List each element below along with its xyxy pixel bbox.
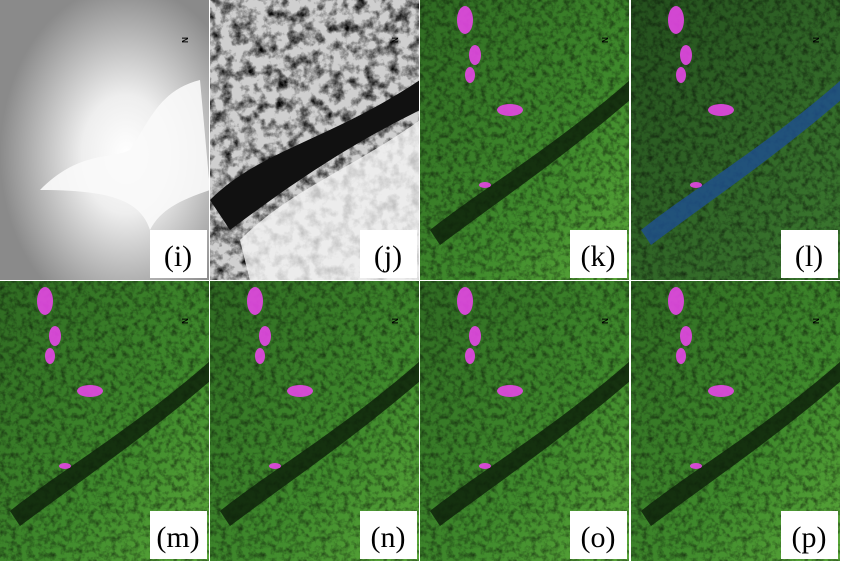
panel-label: (l) [795, 240, 823, 273]
patch [59, 463, 71, 469]
patch [255, 348, 265, 364]
patch [247, 287, 263, 315]
panel: N (n) [210, 281, 420, 562]
patch [668, 287, 684, 315]
panel: N (p) [631, 281, 841, 562]
north-arrow: N [391, 318, 400, 324]
patch [457, 6, 473, 34]
patch [497, 385, 523, 397]
patch [259, 326, 271, 346]
panel-label: (n) [371, 521, 406, 554]
panel-label: (o) [581, 521, 616, 554]
figure: N (i) N (j) N (k) N (l) N (m) N (n) N (o) N (p) [0, 0, 841, 562]
patch [77, 385, 103, 397]
panel: N (m) [0, 281, 210, 562]
patch [680, 45, 692, 65]
panel: N (o) [420, 281, 630, 562]
patch [465, 67, 475, 83]
patch [676, 67, 686, 83]
panel: N (k) [420, 0, 630, 281]
page: N(i)N(j)N(k)N(l)N(m)N(n)N(o)N(p) (() => … [0, 0, 841, 562]
panel: N (j) [210, 0, 420, 281]
panel-label: (p) [792, 521, 827, 554]
panel: N (l) [631, 0, 841, 281]
panel-label: (m) [156, 521, 199, 554]
north-arrow: N [391, 37, 400, 43]
panel-label: (j) [374, 240, 402, 273]
patch [708, 385, 734, 397]
patch [287, 385, 313, 397]
patch [676, 348, 686, 364]
patch [680, 326, 692, 346]
patch [668, 6, 684, 34]
patch [469, 326, 481, 346]
panel-label: (i) [164, 240, 192, 273]
patch [690, 182, 702, 188]
patch [49, 326, 61, 346]
patch [690, 463, 702, 469]
north-arrow: N [601, 318, 610, 324]
patch [479, 463, 491, 469]
patch [45, 348, 55, 364]
north-arrow: N [601, 37, 610, 43]
patch [37, 287, 53, 315]
patch [479, 182, 491, 188]
north-arrow: N [181, 37, 190, 43]
north-arrow: N [812, 37, 821, 43]
north-arrow: N [181, 318, 190, 324]
patch [497, 104, 523, 116]
patch [457, 287, 473, 315]
patch [469, 45, 481, 65]
panel: N (i) [0, 0, 210, 281]
north-arrow: N [812, 318, 821, 324]
patch [465, 348, 475, 364]
patch [708, 104, 734, 116]
patch [269, 463, 281, 469]
panel-label: (k) [581, 240, 616, 273]
